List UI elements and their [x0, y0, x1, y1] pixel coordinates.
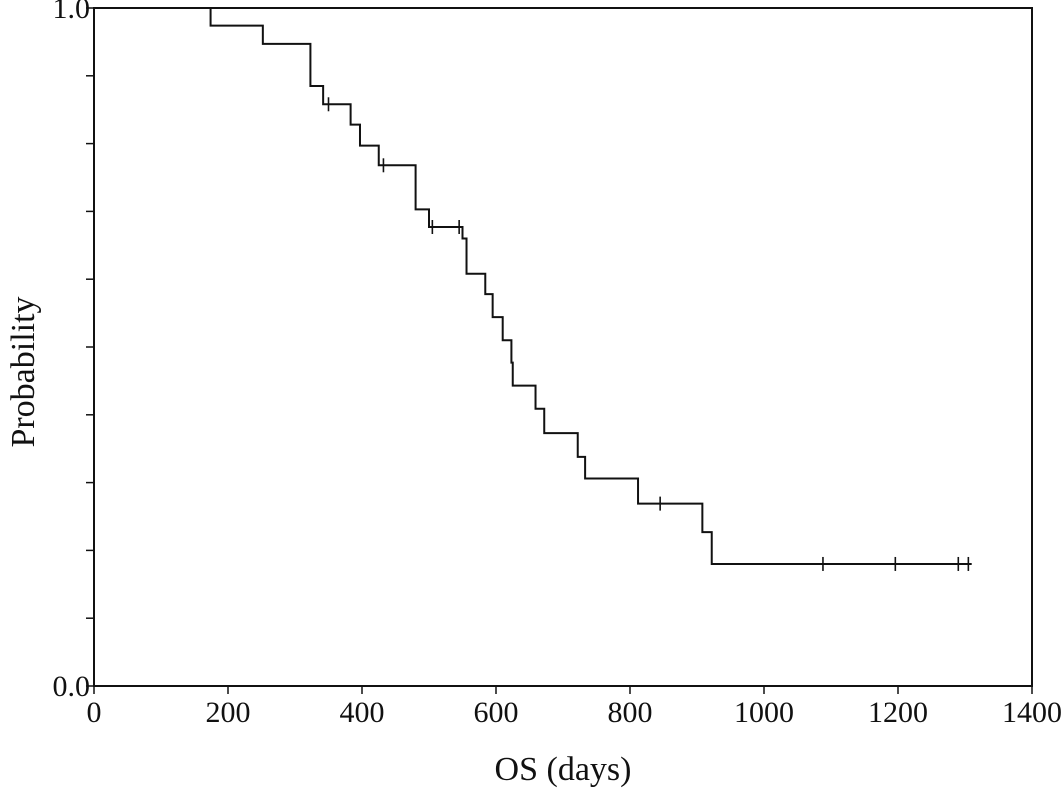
y-tick-label: 1.0 [53, 0, 91, 25]
x-tick-label: 800 [608, 696, 653, 729]
x-axis-title: OS (days) [495, 751, 632, 788]
x-tick-label: 600 [474, 696, 519, 729]
y-tick-label: 0.0 [53, 670, 91, 703]
x-tick-label: 1400 [1002, 696, 1062, 729]
plot-frame [93, 7, 1033, 687]
survival-curve [94, 7, 972, 565]
x-tick-label: 1200 [868, 696, 928, 729]
censor-marks [327, 97, 970, 571]
x-tick-label: 1000 [734, 696, 794, 729]
y-axis-title: Probability [5, 296, 42, 447]
y-axis: 0.0 1.0 [53, 0, 94, 703]
x-tick-label: 400 [340, 696, 385, 729]
x-tick-label: 0 [87, 696, 102, 729]
x-axis: 0 200 400 600 800 1000 1200 1400 [87, 686, 1062, 729]
x-tick-label: 200 [206, 696, 251, 729]
